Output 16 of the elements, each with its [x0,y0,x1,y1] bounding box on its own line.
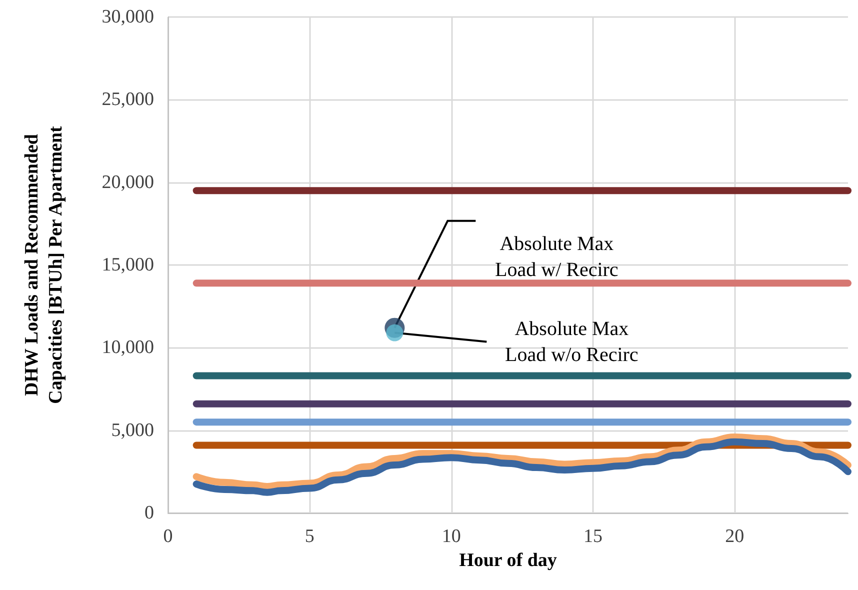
y-tick-label: 25,000 [102,89,154,110]
y-tick-label: 30,000 [102,6,154,28]
y-tick-label: 0 [144,502,154,524]
y-tick-label: 5,000 [111,420,154,441]
annotation: Absolute Max Load w/o Recirc [505,318,638,366]
x-tick-label: 20 [725,526,744,547]
y-axis-title: DHW Loads and Recommended Capacities [BTUh] Per Apartment [22,125,66,404]
annotation: Absolute Max Load w/ Recirc [495,232,618,281]
x-tick-label: 10 [442,526,461,547]
x-axis-title: Hour of day [459,550,558,571]
x-tick-label: 5 [304,526,314,547]
y-tick-label: 10,000 [102,337,154,358]
y-tick-label: 20,000 [102,172,154,193]
x-tick-label: 15 [584,526,602,547]
y-tick-label: 15,000 [102,254,154,276]
x-tick-label: 0 [163,526,173,547]
